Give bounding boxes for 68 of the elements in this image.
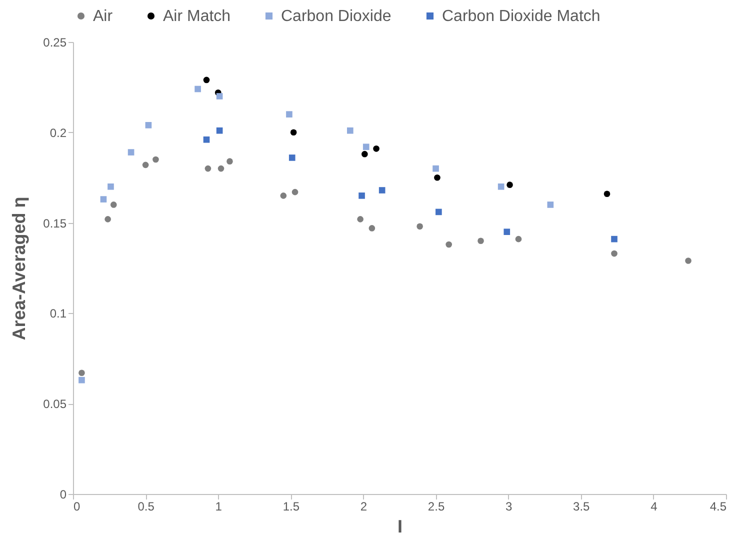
legend-label: Air Match [163,8,231,25]
point [216,93,223,100]
point [446,241,452,248]
point [498,183,504,190]
x-tick-label: 0.5 [138,500,155,514]
point [292,188,298,196]
point [373,146,380,152]
y-axis-title: Area-Averaged η [9,196,30,340]
point [611,236,618,242]
x-tick-label: 0 [74,500,80,514]
x-tick-label: 3 [505,500,512,514]
point [288,154,296,161]
y-tick-label: 0.15 [43,216,67,230]
point [204,165,212,172]
point [203,76,210,84]
point [226,158,233,164]
point [194,86,201,92]
legend-label: Carbon Dioxide [281,8,392,25]
point [611,250,618,257]
x-tick-label: 2 [360,500,368,514]
x-tick-label: 3.5 [573,500,590,514]
point [280,192,287,199]
point [436,208,442,216]
y-tick-label: 0 [60,488,67,502]
point [216,127,223,134]
point [432,165,439,172]
x-tick-label: 4 [650,500,658,514]
point [152,156,159,163]
point [78,370,85,376]
y-tick-label: 0.1 [50,306,67,321]
point [145,122,152,128]
point [357,216,364,222]
point [515,236,522,242]
x-axis-title: I [397,516,403,536]
point [478,238,484,244]
x-tick-label: 1.5 [282,500,300,514]
point [604,190,610,198]
point [362,144,370,150]
y-tick-label: 0.2 [50,126,67,140]
point [100,196,107,202]
point [203,136,210,143]
point [78,376,85,384]
point [128,149,134,156]
x-tick-label: 1 [215,500,222,514]
point [506,182,513,188]
point [547,202,554,208]
x-tick-label: 4.5 [710,500,727,514]
point [685,258,692,264]
point [104,216,111,222]
point [290,129,297,136]
y-tick-label: 0.05 [43,397,67,412]
y-tick-label: 0.25 [43,36,67,50]
point [378,187,386,194]
x-tick-label: 2.5 [428,500,445,514]
point [368,225,376,232]
point [347,127,354,134]
point [358,192,365,199]
legend-label: Carbon Dioxide Match [442,8,600,25]
point [108,183,114,190]
point [218,165,224,172]
point [362,150,368,158]
point [416,223,423,230]
point [504,228,510,236]
legend-label: Air [93,8,114,25]
point [142,162,149,168]
point [110,202,117,208]
point [286,111,292,118]
point [434,174,440,181]
